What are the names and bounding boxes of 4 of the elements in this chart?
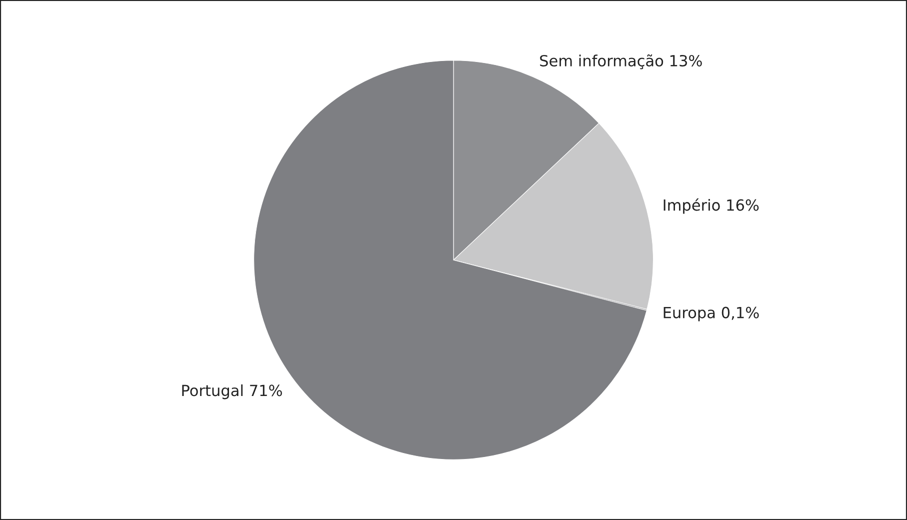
slice-label: Portugal 71% bbox=[182, 384, 282, 400]
slice-label: Sem informação 13% bbox=[540, 54, 702, 70]
slice-label: Europa 0,1% bbox=[664, 306, 759, 322]
slice-label: Império 16% bbox=[664, 198, 759, 214]
